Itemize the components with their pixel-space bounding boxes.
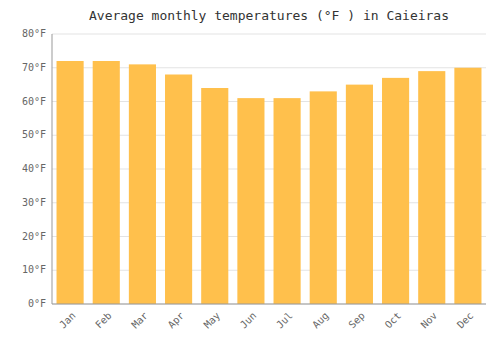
x-tick-label: Jan bbox=[57, 310, 78, 331]
bar bbox=[201, 88, 228, 304]
y-axis-line bbox=[52, 34, 53, 304]
x-tick-label: May bbox=[202, 310, 223, 331]
bar bbox=[310, 91, 337, 304]
x-tick-label: Dec bbox=[455, 310, 476, 331]
bar bbox=[274, 98, 301, 304]
y-tick-label: 30°F bbox=[22, 197, 46, 208]
grid bbox=[52, 34, 486, 304]
x-tick-label: Aug bbox=[310, 310, 331, 331]
x-tick-label: Oct bbox=[383, 310, 404, 331]
bar bbox=[418, 71, 445, 304]
x-tick-label: Feb bbox=[93, 310, 114, 331]
bar bbox=[129, 64, 156, 304]
x-tick-label: Nov bbox=[419, 310, 440, 331]
x-axis-line bbox=[52, 304, 486, 305]
y-tick-label: 70°F bbox=[22, 62, 46, 73]
y-tick-label: 10°F bbox=[22, 264, 46, 275]
bar bbox=[93, 61, 120, 304]
y-tick-label: 50°F bbox=[22, 129, 46, 140]
x-tick-label: Apr bbox=[166, 310, 187, 331]
bar bbox=[165, 75, 192, 305]
grid-line bbox=[52, 34, 486, 35]
bar bbox=[346, 85, 373, 304]
y-tick-label: 0°F bbox=[28, 298, 46, 309]
y-tick-label: 80°F bbox=[22, 28, 46, 39]
y-axis: 0°F 10°F 20°F 30°F 40°F 50°F 60°F 70°F 80°F bbox=[22, 28, 46, 309]
title: Average monthly temperatures (°F ) in Ca… bbox=[89, 8, 449, 23]
grid-line bbox=[52, 304, 486, 305]
x-tick-label: Jun bbox=[238, 310, 259, 331]
bar bbox=[382, 78, 409, 304]
bar bbox=[57, 61, 84, 304]
bar bbox=[237, 98, 264, 304]
y-tick-label: 40°F bbox=[22, 163, 46, 174]
chart: 0°F 10°F 20°F 30°F 40°F 50°F 60°F 70°F 80°F Jan Fe… bbox=[0, 0, 500, 350]
y-tick-label: 60°F bbox=[22, 96, 46, 107]
bars bbox=[57, 61, 482, 304]
x-axis: Jan Feb Mar Apr May Jun Jul Aug Sep Oct Nov Dec bbox=[57, 310, 475, 331]
chart-container: 0°F 10°F 20°F 30°F 40°F 50°F 60°F 70°F 80°F Jan Fe… bbox=[0, 0, 500, 350]
x-tick-label: Jul bbox=[274, 310, 295, 331]
x-tick-label: Mar bbox=[129, 310, 150, 331]
bar bbox=[454, 68, 481, 304]
y-tick-label: 20°F bbox=[22, 231, 46, 242]
x-tick-label: Sep bbox=[346, 310, 367, 331]
